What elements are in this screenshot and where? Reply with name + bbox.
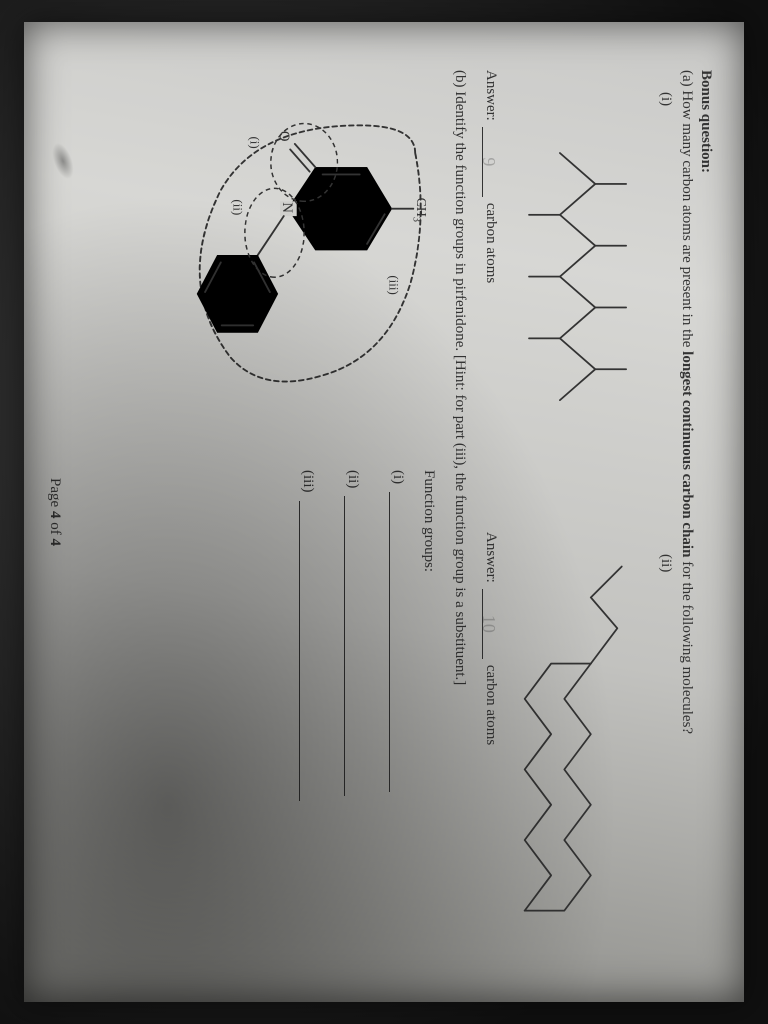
answer-i-tail: carbon atoms (482, 203, 499, 283)
n-label: N (279, 202, 295, 213)
answer-ii-row: Answer: 10 carbon atoms (482, 532, 501, 954)
region-i-label: (i) (247, 136, 262, 148)
pirfenidone-box: (iii) CH3 O N (188, 70, 443, 440)
part-a-lead: (a) How many carbon atoms are present in… (679, 70, 695, 351)
answer-ii-pencil: 10 (479, 615, 499, 633)
answer-ii-blank[interactable]: 10 (482, 589, 501, 659)
answer-ii-label: Answer: (482, 532, 499, 583)
fg-iii-label: (iii) (299, 470, 316, 493)
region-ii-label: (ii) (231, 199, 246, 215)
region-iii-label: (iii) (386, 275, 401, 294)
structure-i-col: (i) Answer: 9 car (482, 70, 674, 492)
structure-ii-box (507, 532, 657, 954)
part-a-question: (a) How many carbon atoms are present in… (678, 70, 695, 954)
worksheet-paper: Bonus question: (a) How many carbon atom… (24, 22, 744, 1002)
answer-ii-tail: carbon atoms (482, 665, 499, 745)
page-total: 4 (47, 538, 63, 546)
answer-i-blank[interactable]: 9 (482, 127, 501, 197)
fg-i-blank[interactable] (389, 492, 408, 792)
answer-i-label: Answer: (482, 70, 499, 121)
structure-ii-col: (ii) Answer: 10 carbon atoms (482, 532, 674, 954)
fg-ii-label: (ii) (344, 470, 361, 488)
fg-i-row: (i) (389, 470, 408, 954)
function-groups-side: Function groups: (i) (ii) (iii) (188, 470, 443, 954)
part-b-question: (b) Identify the function groups in pirf… (451, 70, 468, 954)
structure-i-box (507, 70, 657, 492)
fg-ii-row: (ii) (344, 470, 363, 954)
part-a-emph: longest continuous carbon chain (679, 351, 695, 557)
answer-i-row: Answer: 9 carbon atoms (482, 70, 501, 492)
bonus-heading: Bonus question: (697, 70, 714, 954)
bonus-heading-bold: Bonus question: (698, 70, 714, 173)
page-word: Page (47, 478, 63, 511)
label-ii: (ii) (657, 532, 674, 954)
structure-ii-svg (507, 532, 657, 954)
answer-i-pencil: 9 (479, 157, 499, 166)
fg-i-label: (i) (389, 470, 406, 484)
fg-iii-row: (iii) (299, 470, 318, 954)
ch3-label: CH3 (410, 198, 428, 222)
label-i: (i) (657, 70, 674, 492)
fg-ii-blank[interactable] (344, 496, 363, 796)
function-groups-label: Function groups: (420, 470, 437, 954)
part-b-row: (iii) CH3 O N (188, 70, 443, 954)
structure-i-svg (507, 70, 657, 492)
pirfenidone-svg: (iii) CH3 O N (193, 70, 443, 440)
photo-background: Bonus question: (a) How many carbon atom… (0, 0, 768, 1024)
page-of: of (47, 518, 63, 538)
structures-row: (i) Answer: 9 car (482, 70, 674, 954)
part-a-tail: for the following molecules? (679, 557, 695, 734)
fg-iii-blank[interactable] (299, 501, 318, 801)
